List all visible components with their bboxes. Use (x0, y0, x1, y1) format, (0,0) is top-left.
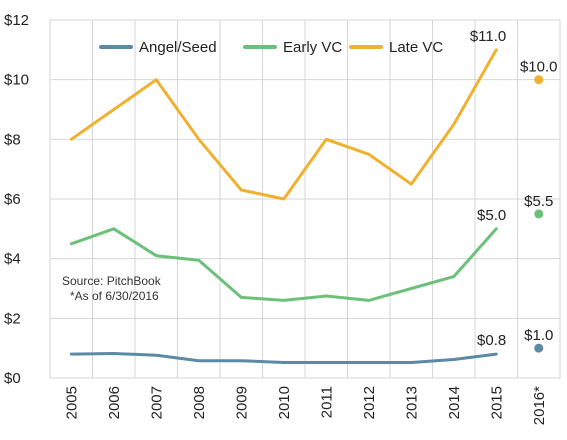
end-label-2015: $0.8 (477, 332, 506, 349)
x-tick-label: 2016* (531, 386, 548, 425)
series-line-early-vc (69, 227, 498, 302)
x-tick-label: 2008 (191, 386, 208, 419)
x-tick-label: 2009 (233, 386, 250, 419)
series-2016-points (534, 75, 544, 353)
x-tick-label: 2005 (63, 386, 80, 419)
y-tick-label: $4 (4, 251, 21, 268)
x-tick-label: 2006 (106, 386, 123, 419)
x-tick-label: 2010 (276, 386, 293, 419)
label-2016: $5.5 (524, 193, 553, 210)
x-tick-label: 2012 (361, 386, 378, 419)
legend-label: Late VC (389, 39, 443, 56)
legend: Angel/Seed Early VC Late VC (99, 39, 443, 56)
y-axis-ticks: $0 $2 $4 $6 $8 $10 $12 (4, 12, 29, 387)
x-tick-label: 2013 (403, 386, 420, 419)
y-tick-label: $8 (4, 131, 21, 148)
x-tick-label: 2014 (446, 386, 463, 419)
plot-border (49, 19, 561, 379)
y-tick-label: $12 (4, 12, 29, 29)
source-line-1: Source: PitchBook (62, 274, 162, 288)
x-tick-label: 2011 (318, 386, 335, 418)
x-tick-label: 2007 (148, 386, 165, 419)
gridlines (49, 19, 561, 379)
source-note: Source: PitchBook *As of 6/30/2016 (62, 274, 162, 303)
end-label-2015: $5.0 (477, 207, 506, 224)
y-tick-label: $0 (4, 370, 21, 387)
series-line-angel-seed (69, 352, 498, 364)
x-axis-ticks: 2005 2006 2007 2008 2009 2010 2011 2012 2013 2014… (63, 386, 548, 425)
value-labels: $0.8 $1.0 $5.0 $5.5 $11.0 $10.0 (470, 28, 558, 349)
label-2016: $10.0 (520, 59, 558, 76)
legend-label: Early VC (283, 39, 342, 56)
x-tick-label: 2015 (488, 386, 505, 419)
point-2016 (534, 209, 544, 219)
legend-label: Angel/Seed (139, 39, 217, 56)
y-tick-label: $2 (4, 310, 21, 327)
label-2016: $1.0 (524, 327, 553, 344)
y-tick-label: $10 (4, 72, 29, 89)
end-label-2015: $11.0 (470, 28, 506, 45)
source-line-2: *As of 6/30/2016 (70, 289, 159, 303)
series-line-late-vc (69, 48, 498, 201)
point-2016 (534, 343, 544, 353)
y-tick-label: $6 (4, 191, 21, 208)
series-lines (69, 48, 498, 364)
point-2016 (534, 75, 544, 85)
